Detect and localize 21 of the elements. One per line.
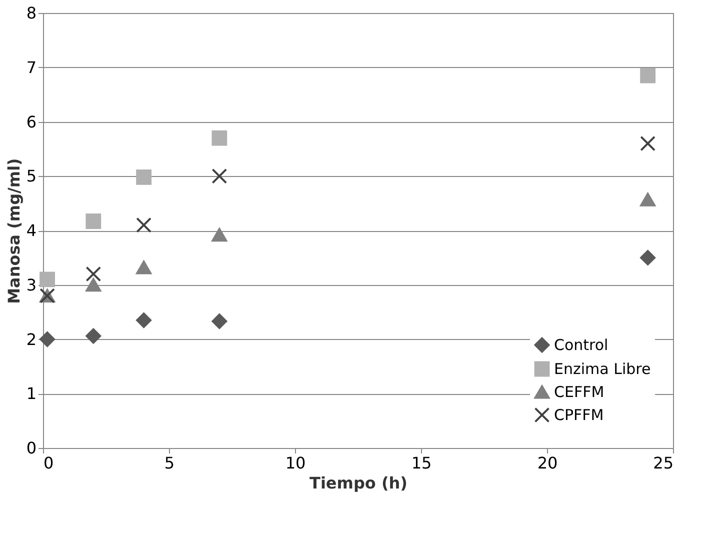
y-tick-label: 5: [26, 166, 36, 186]
y-tick-label: 8: [26, 4, 36, 22]
x-tick-label: 15: [411, 454, 432, 472]
y-tick-label: 3: [26, 275, 36, 294]
y-tick-label: 0: [26, 438, 36, 458]
y-tick-label: 6: [26, 112, 36, 132]
x-tick-label: 20: [537, 454, 558, 472]
y-tick-label: 7: [26, 58, 36, 77]
y-axis-title: Manosa (mg/ml): [4, 158, 24, 304]
x-tick-label: 25: [653, 454, 674, 472]
x-tick-label: 10: [285, 454, 306, 472]
x-tick-label: 0: [44, 454, 54, 472]
y-tick-label: 4: [26, 221, 36, 240]
y-tick-label: 2: [26, 330, 36, 349]
y-tick-label: 1: [26, 384, 36, 404]
x-axis-title: Tiempo (h): [310, 474, 408, 492]
legend-label: CPFFM: [554, 406, 604, 424]
legend-label: Control: [554, 336, 608, 354]
x-tick-label: 5: [164, 454, 175, 472]
legend-label: Enzima Libre: [554, 360, 651, 378]
legend-label: CEFFM: [554, 383, 604, 401]
